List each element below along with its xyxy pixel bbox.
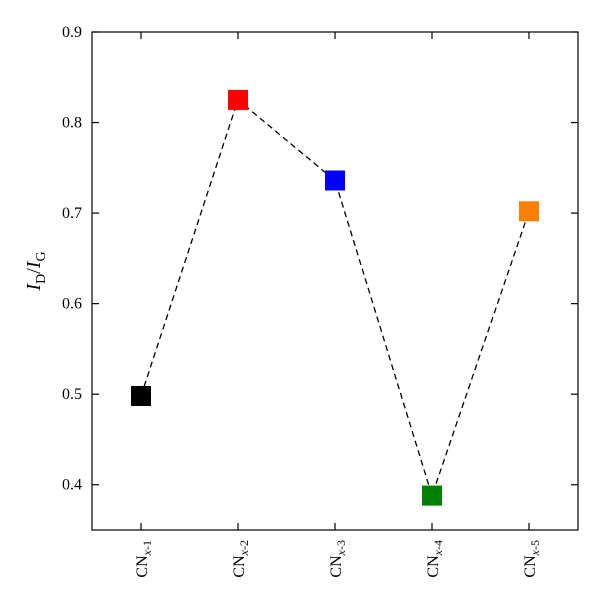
x-tick-label: CNx-4 xyxy=(425,540,445,578)
series-connector xyxy=(140,98,530,498)
data-point xyxy=(422,485,442,506)
x-axis-ticks xyxy=(140,32,530,530)
x-tick-label: CNx-5 xyxy=(522,540,542,578)
data-point xyxy=(325,170,345,191)
x-tick-label: CNx-3 xyxy=(328,540,348,578)
y-axis-title: ID/IG xyxy=(23,251,49,291)
x-tick-label: CNx-2 xyxy=(231,540,251,578)
data-points xyxy=(131,89,539,506)
y-tick-label: 0.6 xyxy=(62,296,82,313)
data-point xyxy=(131,385,151,406)
y-tick-label: 0.5 xyxy=(62,386,82,403)
y-tick-label: 0.9 xyxy=(62,24,82,41)
x-axis-labels: CNx-1 CNx-2 CNx-3 CNx-4 CNx-5 xyxy=(134,540,542,578)
y-tick-label: 0.7 xyxy=(62,205,82,222)
y-axis-ticks: 0.4 0.5 0.6 0.7 0.8 0.9 xyxy=(62,24,578,494)
data-point xyxy=(519,201,539,222)
y-tick-label: 0.8 xyxy=(62,115,82,132)
y-axis-label: ID/IG xyxy=(23,251,49,291)
data-point xyxy=(228,89,248,110)
series-line xyxy=(140,98,530,498)
y-tick-label: 0.4 xyxy=(62,477,82,494)
x-tick-label: CNx-1 xyxy=(134,540,154,578)
